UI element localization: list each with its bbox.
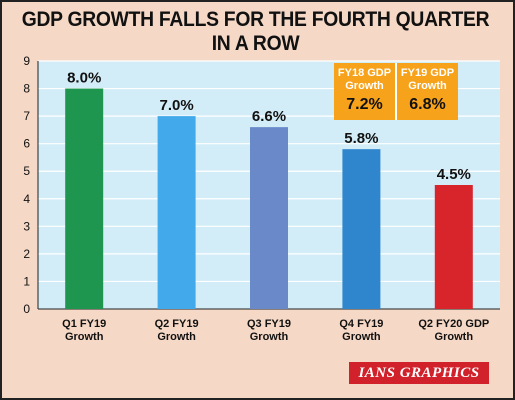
credit-badge: IANS GRAPHICS [349, 362, 489, 384]
y-tick-label: 9 [23, 54, 30, 68]
y-tick-label: 6 [23, 137, 30, 151]
y-tick-label: 3 [23, 219, 30, 233]
fy19-growth-column: FY19 GDP Growth 6.8% [395, 63, 458, 120]
y-tick-label: 2 [23, 247, 30, 261]
x-tick-label: Q3 FY19 [247, 318, 291, 330]
fy19-growth-value: 6.8% [409, 96, 446, 113]
x-tick-label: Q1 FY19 [62, 318, 106, 330]
y-tick-label: 4 [23, 192, 30, 206]
y-tick-label: 1 [23, 274, 30, 288]
data-label: 7.0% [159, 97, 193, 114]
bar [342, 149, 381, 309]
x-tick-label: Q4 FY19 [339, 318, 383, 330]
y-tick-label: 7 [23, 109, 30, 123]
fy-growth-box: FY18 GDP Growth 7.2% FY19 GDP Growth 6.8… [334, 63, 458, 120]
bar [434, 185, 473, 309]
fy18-growth-column: FY18 GDP Growth 7.2% [334, 63, 395, 120]
fy18-growth-subheading: Growth [345, 80, 384, 92]
x-tick-label: Growth [157, 331, 196, 343]
fy18-growth-value: 7.2% [346, 96, 383, 113]
fy19-growth-heading: FY19 GDP [400, 67, 455, 79]
x-tick-label: Q2 FY20 GDP [418, 318, 489, 330]
data-label: 8.0% [67, 70, 101, 87]
data-label: 5.8% [344, 130, 378, 147]
x-tick-label: Growth [65, 331, 104, 343]
bar [65, 88, 104, 309]
y-tick-label: 5 [23, 164, 30, 178]
bar [157, 116, 196, 309]
x-tick-label: Growth [342, 331, 381, 343]
x-tick-label: Growth [250, 331, 289, 343]
fy19-growth-subheading: Growth [408, 80, 447, 92]
y-tick-label: 8 [23, 82, 30, 96]
chart-title: GDP GROWTH FALLS FOR THE FOURTH QUARTER … [21, 8, 490, 55]
x-tick-label: Q2 FY19 [155, 318, 199, 330]
data-label: 4.5% [437, 166, 471, 183]
bar [250, 127, 288, 309]
data-label: 6.6% [252, 108, 286, 125]
fy18-growth-heading: FY18 GDP [337, 67, 392, 79]
x-tick-label: Growth [435, 331, 474, 343]
y-tick-label: 0 [23, 302, 30, 316]
